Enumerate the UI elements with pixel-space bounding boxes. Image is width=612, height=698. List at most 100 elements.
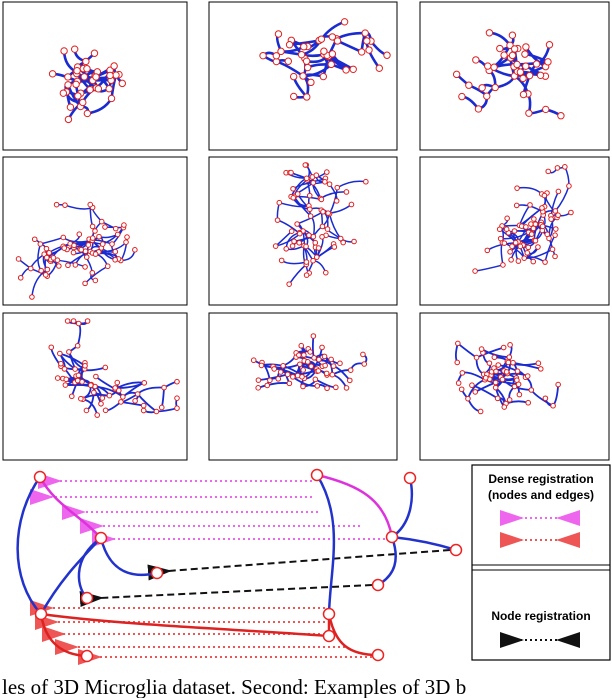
tree-node (455, 340, 461, 347)
tree-node (46, 250, 52, 256)
tree-node (70, 318, 77, 324)
tree-node (299, 373, 305, 380)
tree-node (174, 395, 180, 401)
tree-node (141, 380, 148, 386)
tree-node (521, 255, 528, 261)
tree-node (328, 50, 337, 58)
tree-node (310, 333, 317, 339)
tree-node (276, 199, 283, 206)
tree-node (317, 35, 326, 43)
tree-node (255, 385, 261, 391)
tree-node (361, 361, 368, 367)
tree-node (308, 363, 315, 370)
tree-node (541, 192, 548, 199)
tree-node (86, 85, 94, 94)
tree-node (250, 357, 257, 364)
tree-node (507, 342, 513, 348)
tree-node (98, 218, 105, 225)
tree-node (72, 366, 78, 372)
tree-node (363, 37, 371, 45)
tree-node (497, 235, 504, 242)
dense-arrows (29, 473, 385, 547)
tree-node (75, 320, 82, 327)
tree-node (474, 105, 483, 113)
tree-node (330, 363, 337, 369)
tree-node (66, 103, 75, 111)
tree-node (525, 244, 532, 251)
tree-node (132, 398, 138, 404)
branch (65, 383, 92, 386)
tree-node (535, 244, 541, 250)
tree-node (535, 360, 542, 367)
tree-node (508, 51, 517, 60)
tree-node (494, 395, 501, 402)
tree-node (274, 217, 281, 223)
tree-node (525, 71, 534, 80)
tree-node (319, 344, 325, 351)
tree-node (42, 272, 49, 278)
tree-node (60, 47, 68, 55)
tree-node (469, 382, 475, 389)
tree-node (566, 183, 572, 189)
tree-node (492, 379, 499, 386)
tree-node (465, 395, 471, 402)
tree-node (542, 259, 548, 265)
tree-node (555, 188, 562, 195)
tree-node (89, 235, 96, 241)
tree-node (539, 205, 545, 211)
tree-node (271, 366, 277, 372)
tree-node (64, 81, 72, 89)
tree-node (83, 254, 90, 260)
tree-node (303, 259, 310, 265)
legend-node-title: Node registration (491, 609, 590, 623)
tree-node (278, 257, 285, 264)
tree-node (112, 248, 119, 255)
tree-node (112, 385, 118, 391)
tree-node (288, 228, 295, 234)
tree-node (329, 371, 336, 378)
tree-node (274, 30, 283, 38)
tree-node (539, 223, 546, 230)
tree-node (161, 384, 167, 391)
tree-node (313, 254, 320, 260)
tree-node (304, 359, 311, 365)
tree-node (59, 89, 68, 97)
tree-node (363, 178, 369, 185)
tree-node (79, 379, 85, 385)
tree-node (307, 213, 314, 219)
tree-node (383, 51, 391, 59)
tree-node (337, 360, 343, 367)
tree-node (504, 215, 510, 222)
tree-node (92, 73, 100, 81)
tree-node (310, 257, 316, 264)
tree-node (102, 407, 109, 414)
tree-node (310, 233, 317, 240)
tree-node (54, 257, 61, 263)
tree-node (286, 380, 293, 387)
tree-node (472, 268, 478, 274)
tree-node (343, 385, 350, 391)
tree-node (110, 62, 118, 70)
tree-node (508, 31, 517, 39)
tree-node (289, 72, 298, 81)
tree-node (348, 201, 355, 208)
tree-node (48, 70, 57, 78)
tree-node (58, 360, 64, 367)
tree-node (322, 269, 329, 276)
tree-node (323, 370, 330, 377)
tree-node (325, 210, 331, 216)
tree-node (289, 374, 296, 380)
tree-node (85, 242, 92, 248)
tree-node (315, 245, 322, 251)
tree-node (347, 367, 354, 373)
tree-node (514, 368, 521, 375)
tree-node (322, 178, 328, 185)
tree-node (525, 109, 533, 117)
tree-node (275, 376, 282, 382)
tree-node (303, 243, 309, 250)
tree-node (312, 376, 319, 383)
tree-node (72, 80, 80, 89)
tree-node (340, 18, 349, 26)
tree-node (301, 352, 307, 358)
tree-node (513, 60, 521, 69)
